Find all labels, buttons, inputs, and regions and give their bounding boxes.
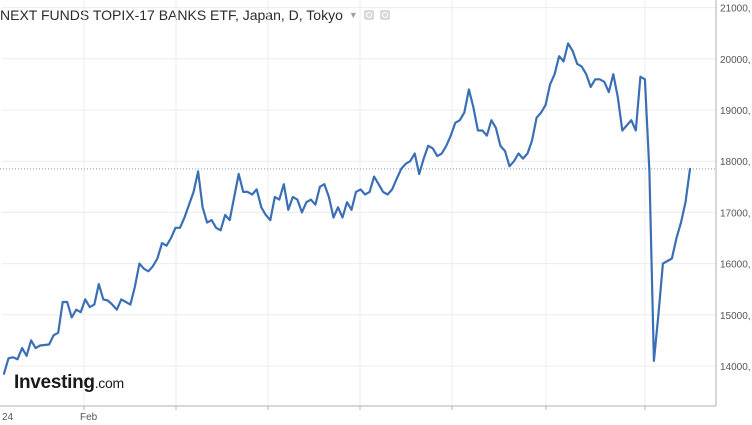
y-tick-label: 20000, xyxy=(720,55,751,66)
chevron-down-icon[interactable]: ▼ xyxy=(348,10,358,20)
expand-icon[interactable] xyxy=(379,10,390,20)
y-tick-label: 19000, xyxy=(720,106,751,117)
y-tick-label: 17000, xyxy=(720,208,751,219)
y-tick-label: 14000, xyxy=(720,362,751,373)
y-tick-label: 21000, xyxy=(720,4,751,15)
x-tick-label: 24 xyxy=(2,412,14,423)
x-tick-label: Feb xyxy=(80,412,98,423)
price-series-line xyxy=(2,42,692,375)
y-tick-label: 15000, xyxy=(720,311,751,322)
logo-suffix: .com xyxy=(94,375,124,391)
chart-header: NEXT FUNDS TOPIX-17 BANKS ETF, Japan, D,… xyxy=(0,4,390,26)
chart-title: NEXT FUNDS TOPIX-17 BANKS ETF, Japan, D,… xyxy=(0,7,343,23)
investing-logo: Investing.com xyxy=(14,372,124,394)
y-tick-label: 16000, xyxy=(720,260,751,271)
gear-icon[interactable] xyxy=(363,10,374,20)
y-tick-label: 18000, xyxy=(720,157,751,168)
logo-brand: Investing xyxy=(14,372,95,393)
